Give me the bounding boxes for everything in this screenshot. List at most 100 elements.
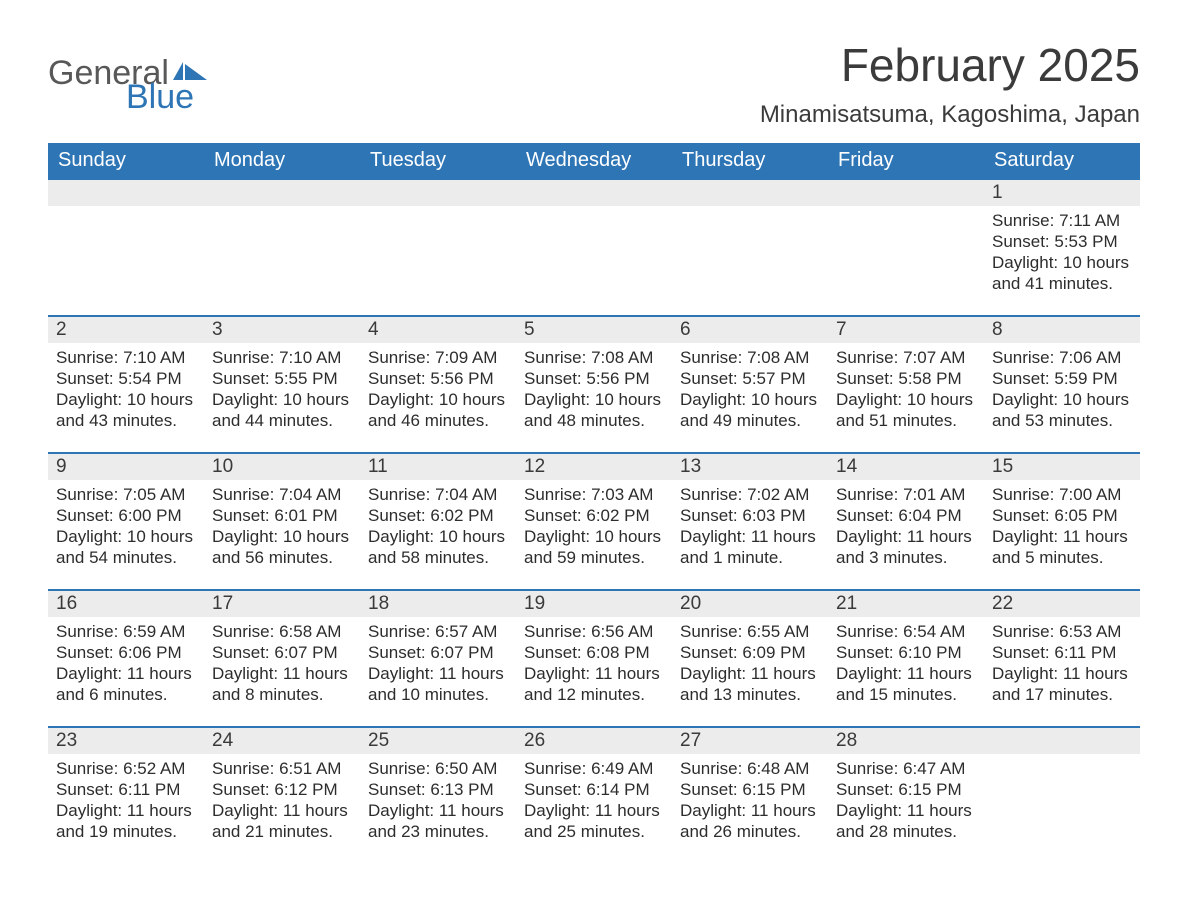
day-number-cell: 21 [828, 591, 984, 617]
day-body-cell: Sunrise: 6:53 AMSunset: 6:11 PMDaylight:… [984, 617, 1140, 726]
month-title: February 2025 [760, 40, 1140, 91]
sunset-line: Sunset: 5:54 PM [56, 368, 196, 389]
day-body-cell: Sunrise: 7:08 AMSunset: 5:57 PMDaylight:… [672, 343, 828, 452]
dow-tuesday: Tuesday [360, 143, 516, 180]
day-number-cell [516, 180, 672, 206]
dow-thursday: Thursday [672, 143, 828, 180]
sunset-line: Sunset: 6:06 PM [56, 642, 196, 663]
week-row: 232425262728Sunrise: 6:52 AMSunset: 6:11… [48, 726, 1140, 863]
day-number-cell: 16 [48, 591, 204, 617]
day-body-cell: Sunrise: 7:06 AMSunset: 5:59 PMDaylight:… [984, 343, 1140, 452]
week-row: 16171819202122Sunrise: 6:59 AMSunset: 6:… [48, 589, 1140, 726]
daylight-line: Daylight: 11 hours and 5 minutes. [992, 526, 1132, 569]
daylight-line: Daylight: 11 hours and 8 minutes. [212, 663, 352, 706]
sunset-line: Sunset: 6:01 PM [212, 505, 352, 526]
day-body-cell: Sunrise: 6:57 AMSunset: 6:07 PMDaylight:… [360, 617, 516, 726]
sunrise-line: Sunrise: 7:11 AM [992, 210, 1132, 231]
day-body-cell: Sunrise: 7:04 AMSunset: 6:01 PMDaylight:… [204, 480, 360, 589]
week-row: 9101112131415Sunrise: 7:05 AMSunset: 6:0… [48, 452, 1140, 589]
daylight-line: Daylight: 10 hours and 56 minutes. [212, 526, 352, 569]
sunset-line: Sunset: 6:08 PM [524, 642, 664, 663]
day-number-cell [828, 180, 984, 206]
day-body-row: Sunrise: 6:59 AMSunset: 6:06 PMDaylight:… [48, 617, 1140, 726]
daylight-line: Daylight: 11 hours and 1 minute. [680, 526, 820, 569]
sunrise-line: Sunrise: 6:59 AM [56, 621, 196, 642]
sunrise-line: Sunrise: 7:07 AM [836, 347, 976, 368]
brand-word-2: Blue [126, 80, 207, 114]
sunset-line: Sunset: 6:11 PM [56, 779, 196, 800]
sunrise-line: Sunrise: 7:10 AM [212, 347, 352, 368]
daylight-line: Daylight: 11 hours and 28 minutes. [836, 800, 976, 843]
daylight-line: Daylight: 10 hours and 43 minutes. [56, 389, 196, 432]
day-number-cell [984, 728, 1140, 754]
sunset-line: Sunset: 6:15 PM [836, 779, 976, 800]
day-body-cell: Sunrise: 6:54 AMSunset: 6:10 PMDaylight:… [828, 617, 984, 726]
day-number-cell [48, 180, 204, 206]
sunset-line: Sunset: 6:03 PM [680, 505, 820, 526]
daylight-line: Daylight: 10 hours and 44 minutes. [212, 389, 352, 432]
day-body-cell: Sunrise: 7:09 AMSunset: 5:56 PMDaylight:… [360, 343, 516, 452]
day-number-cell: 6 [672, 317, 828, 343]
day-number-cell: 1 [984, 180, 1140, 206]
day-number-cell: 13 [672, 454, 828, 480]
sunrise-line: Sunrise: 7:03 AM [524, 484, 664, 505]
sunset-line: Sunset: 5:59 PM [992, 368, 1132, 389]
day-body-cell [828, 206, 984, 315]
sunset-line: Sunset: 6:04 PM [836, 505, 976, 526]
daylight-line: Daylight: 11 hours and 26 minutes. [680, 800, 820, 843]
day-number-strip: 232425262728 [48, 728, 1140, 754]
day-body-cell: Sunrise: 7:00 AMSunset: 6:05 PMDaylight:… [984, 480, 1140, 589]
sunset-line: Sunset: 5:55 PM [212, 368, 352, 389]
sunset-line: Sunset: 6:07 PM [368, 642, 508, 663]
day-body-cell: Sunrise: 6:49 AMSunset: 6:14 PMDaylight:… [516, 754, 672, 863]
daylight-line: Daylight: 11 hours and 10 minutes. [368, 663, 508, 706]
dow-monday: Monday [204, 143, 360, 180]
day-body-cell: Sunrise: 7:08 AMSunset: 5:56 PMDaylight:… [516, 343, 672, 452]
sunrise-line: Sunrise: 6:55 AM [680, 621, 820, 642]
sunset-line: Sunset: 6:13 PM [368, 779, 508, 800]
day-body-cell: Sunrise: 7:10 AMSunset: 5:55 PMDaylight:… [204, 343, 360, 452]
daylight-line: Daylight: 11 hours and 19 minutes. [56, 800, 196, 843]
day-number-cell: 17 [204, 591, 360, 617]
sunset-line: Sunset: 6:02 PM [368, 505, 508, 526]
daylight-line: Daylight: 10 hours and 59 minutes. [524, 526, 664, 569]
sunrise-line: Sunrise: 6:51 AM [212, 758, 352, 779]
day-body-cell: Sunrise: 6:56 AMSunset: 6:08 PMDaylight:… [516, 617, 672, 726]
day-body-cell [360, 206, 516, 315]
day-number-cell: 25 [360, 728, 516, 754]
sunrise-line: Sunrise: 6:50 AM [368, 758, 508, 779]
daylight-line: Daylight: 11 hours and 13 minutes. [680, 663, 820, 706]
day-number-cell [360, 180, 516, 206]
sunrise-line: Sunrise: 7:10 AM [56, 347, 196, 368]
sunset-line: Sunset: 6:10 PM [836, 642, 976, 663]
sunset-line: Sunset: 6:12 PM [212, 779, 352, 800]
sunrise-line: Sunrise: 7:09 AM [368, 347, 508, 368]
title-block: February 2025 Minamisatsuma, Kagoshima, … [760, 40, 1140, 129]
daylight-line: Daylight: 10 hours and 53 minutes. [992, 389, 1132, 432]
daylight-line: Daylight: 11 hours and 3 minutes. [836, 526, 976, 569]
day-body-cell: Sunrise: 7:03 AMSunset: 6:02 PMDaylight:… [516, 480, 672, 589]
daylight-line: Daylight: 10 hours and 49 minutes. [680, 389, 820, 432]
sunrise-line: Sunrise: 6:53 AM [992, 621, 1132, 642]
sunset-line: Sunset: 5:56 PM [524, 368, 664, 389]
sunrise-line: Sunrise: 7:04 AM [212, 484, 352, 505]
day-body-cell: Sunrise: 7:04 AMSunset: 6:02 PMDaylight:… [360, 480, 516, 589]
dow-wednesday: Wednesday [516, 143, 672, 180]
day-body-cell [204, 206, 360, 315]
day-body-cell: Sunrise: 6:58 AMSunset: 6:07 PMDaylight:… [204, 617, 360, 726]
day-number-cell: 2 [48, 317, 204, 343]
sunset-line: Sunset: 5:58 PM [836, 368, 976, 389]
daylight-line: Daylight: 11 hours and 17 minutes. [992, 663, 1132, 706]
daylight-line: Daylight: 11 hours and 6 minutes. [56, 663, 196, 706]
daylight-line: Daylight: 10 hours and 46 minutes. [368, 389, 508, 432]
dow-friday: Friday [828, 143, 984, 180]
daylight-line: Daylight: 10 hours and 51 minutes. [836, 389, 976, 432]
day-body-cell: Sunrise: 7:10 AMSunset: 5:54 PMDaylight:… [48, 343, 204, 452]
day-body-cell: Sunrise: 7:07 AMSunset: 5:58 PMDaylight:… [828, 343, 984, 452]
day-body-cell: Sunrise: 6:51 AMSunset: 6:12 PMDaylight:… [204, 754, 360, 863]
day-body-cell: Sunrise: 6:48 AMSunset: 6:15 PMDaylight:… [672, 754, 828, 863]
day-number-cell: 27 [672, 728, 828, 754]
day-number-cell: 9 [48, 454, 204, 480]
day-number-cell: 14 [828, 454, 984, 480]
day-number-cell: 15 [984, 454, 1140, 480]
